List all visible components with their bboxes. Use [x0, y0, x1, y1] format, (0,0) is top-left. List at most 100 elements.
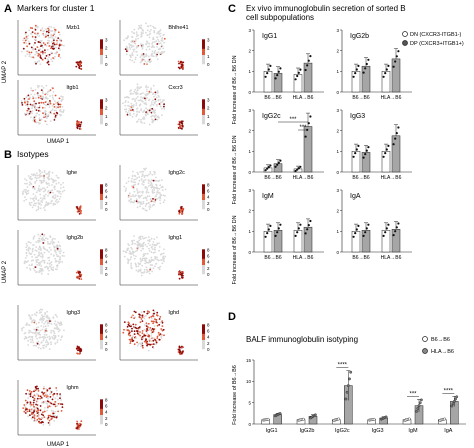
umap-cell [50, 26, 53, 28]
umap-cell [44, 331, 46, 333]
panel-b-ighe-gene-label: Ighe [66, 170, 77, 176]
umap-cell [162, 255, 165, 258]
umap-cell [77, 352, 79, 355]
umap-cell [151, 264, 153, 266]
umap-cell [36, 46, 39, 48]
umap-cell [128, 252, 131, 255]
umap-cell [23, 99, 26, 102]
umap-cell [80, 420, 83, 423]
umap-cell [156, 89, 159, 92]
umap-cell [29, 402, 32, 404]
umap-cell [131, 340, 134, 342]
umap-cell [41, 181, 44, 184]
umap-cell [24, 39, 27, 42]
umap-cell [47, 404, 49, 407]
umap-cell [50, 249, 52, 251]
data-point [348, 377, 351, 381]
colorbar-step [100, 187, 103, 191]
umap-cell [161, 262, 164, 265]
umap-cell [48, 103, 51, 106]
umap-cell [44, 321, 47, 323]
umap-cell [33, 244, 35, 246]
umap-cell [45, 113, 48, 115]
umap-cell [154, 246, 156, 249]
umap-cell [130, 102, 133, 105]
umap-cell [154, 339, 157, 341]
umap-cell [146, 312, 149, 315]
colorbar-tick: 0 [207, 347, 210, 352]
umap-cell [24, 409, 27, 411]
data-point [365, 227, 368, 230]
panel-a-umap-x-label: UMAP 1 [47, 139, 70, 145]
umap-cell [44, 193, 47, 196]
umap-cell [37, 94, 40, 97]
panel-a-itgb1-gene-label: Itgb1 [66, 85, 78, 91]
umap-cell [41, 268, 44, 270]
umap-cell [48, 338, 51, 341]
umap-cell [143, 63, 146, 65]
umap-cell [130, 262, 133, 265]
colorbar-tick: 4 [105, 410, 108, 415]
umap-cell [79, 123, 82, 126]
colorbar-tick: 4 [105, 195, 108, 200]
umap-cell [35, 344, 38, 347]
sig-label: **** [444, 388, 454, 394]
umap-cell [22, 190, 24, 193]
umap-cell [152, 267, 155, 269]
umap-cell [22, 47, 25, 50]
umap-cell [47, 60, 50, 63]
umap-cell [56, 264, 59, 266]
umap-cell [136, 177, 139, 179]
umap-cell [48, 246, 51, 249]
umap-cell [158, 191, 161, 194]
umap-cell [44, 101, 47, 103]
x-tick-label: IgG3 [372, 428, 384, 434]
umap-cell [32, 237, 35, 239]
umap-cell [136, 243, 139, 246]
umap-cell [159, 193, 162, 196]
umap-cell [144, 174, 146, 177]
umap-cell [38, 85, 41, 87]
umap-cell [50, 341, 52, 344]
umap-cell [49, 387, 51, 390]
umap-cell [55, 259, 57, 262]
umap-cell [76, 210, 79, 213]
umap-cell [50, 44, 52, 47]
colorbar-step [100, 408, 103, 412]
umap-cell [150, 260, 153, 262]
umap-cell [56, 41, 59, 44]
colorbar-tick: 8 [207, 182, 210, 187]
umap-cell [150, 91, 153, 94]
umap-cell [143, 122, 146, 124]
umap-cell [50, 261, 53, 264]
umap-cell [56, 328, 59, 331]
umap-cell [155, 179, 157, 182]
umap-cell [34, 38, 37, 41]
umap-cell [177, 348, 180, 351]
umap-cell [126, 325, 129, 328]
umap-cell [38, 107, 41, 110]
umap-cell [51, 30, 53, 33]
umap-cell [154, 187, 157, 189]
umap-cell [38, 245, 41, 248]
umap-cell [41, 44, 43, 47]
umap-cell [54, 52, 57, 55]
umap-cell [129, 90, 132, 92]
umap-cell [153, 200, 155, 203]
data-point [297, 167, 300, 170]
umap-cell [42, 187, 44, 190]
data-point [294, 169, 297, 173]
umap-cell [25, 246, 28, 249]
umap-cell [38, 114, 41, 116]
umap-cell [57, 103, 60, 106]
umap-cell [42, 46, 44, 49]
umap-cell [38, 117, 41, 119]
umap-cell [78, 67, 81, 70]
colorbar-tick: 0 [207, 272, 210, 277]
umap-cell [34, 335, 37, 338]
umap-cell [145, 257, 148, 260]
umap-cell [39, 189, 41, 192]
umap-cell [154, 255, 157, 258]
umap-cell [46, 93, 49, 96]
